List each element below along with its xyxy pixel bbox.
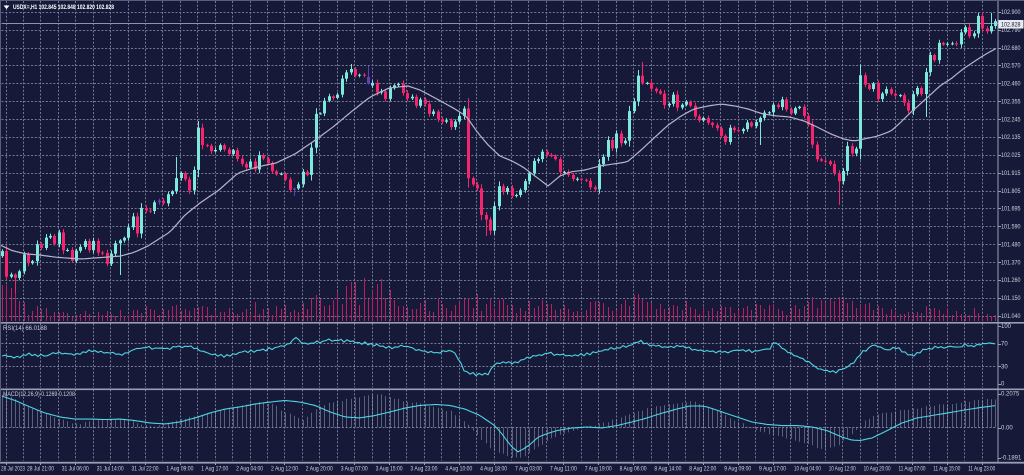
svg-text:101.695: 101.695 — [1001, 207, 1021, 213]
svg-text:10 Aug 20:00: 10 Aug 20:00 — [864, 467, 892, 473]
svg-text:31 Jul 22:00: 31 Jul 22:00 — [132, 467, 160, 473]
svg-text:4 Aug 18:00: 4 Aug 18:00 — [480, 467, 508, 473]
svg-text:4 Aug 10:00: 4 Aug 10:00 — [445, 467, 473, 473]
svg-text:3 Aug 15:00: 3 Aug 15:00 — [376, 467, 404, 473]
svg-text:102.828: 102.828 — [1001, 23, 1021, 29]
svg-text:8 Aug 22:00: 8 Aug 22:00 — [689, 467, 717, 473]
svg-text:28 Jul 2023: 28 Jul 2023 — [1, 467, 26, 473]
svg-text:102.460: 102.460 — [1001, 82, 1021, 88]
svg-text:2 Aug 04:00: 2 Aug 04:00 — [236, 467, 264, 473]
svg-text:7 Aug 19:00: 7 Aug 19:00 — [585, 467, 613, 473]
svg-text:101.370: 101.370 — [1001, 260, 1021, 266]
svg-text:7 Aug 03:00: 7 Aug 03:00 — [515, 467, 543, 473]
svg-text:3 Aug 07:00: 3 Aug 07:00 — [341, 467, 369, 473]
svg-text:31 Jul 14:00: 31 Jul 14:00 — [97, 467, 125, 473]
svg-text:31 Jul 06:00: 31 Jul 06:00 — [62, 467, 90, 473]
svg-text:102.245: 102.245 — [1001, 117, 1021, 123]
svg-text:11 Aug 07:00: 11 Aug 07:00 — [899, 467, 927, 473]
svg-text:102.135: 102.135 — [1001, 135, 1021, 141]
svg-text:1 Aug 09:00: 1 Aug 09:00 — [166, 467, 194, 473]
svg-text:USDX=,H1 102.845 102.848 102.8: USDX=,H1 102.845 102.848 102.820 102.828 — [13, 4, 114, 11]
svg-text:0.2075: 0.2075 — [1001, 392, 1020, 398]
svg-text:102.355: 102.355 — [1001, 99, 1021, 105]
svg-text:11 Aug 15:00: 11 Aug 15:00 — [933, 467, 961, 473]
svg-text:101.150: 101.150 — [1001, 296, 1021, 302]
svg-text:-0.1891: -0.1891 — [1001, 456, 1022, 462]
svg-text:102.680: 102.680 — [1001, 46, 1021, 52]
svg-text:101.915: 101.915 — [1001, 171, 1021, 177]
svg-text:28 Jul 21:00: 28 Jul 21:00 — [27, 467, 55, 473]
svg-text:100: 100 — [1001, 324, 1012, 330]
svg-text:102.570: 102.570 — [1001, 64, 1021, 70]
svg-text:11 Aug 23:00: 11 Aug 23:00 — [968, 467, 996, 473]
svg-text:7 Aug 11:00: 7 Aug 11:00 — [550, 467, 578, 473]
svg-text:RSI(14) 66.0188: RSI(14) 66.0188 — [3, 326, 48, 332]
svg-text:30: 30 — [1001, 365, 1008, 371]
svg-text:3 Aug 23:00: 3 Aug 23:00 — [410, 467, 438, 473]
svg-text:9 Aug 17:00: 9 Aug 17:00 — [759, 467, 787, 473]
svg-text:102.900: 102.900 — [1001, 10, 1021, 16]
svg-text:102.790: 102.790 — [1001, 28, 1021, 34]
svg-text:0: 0 — [1001, 382, 1005, 388]
svg-text:0.00: 0.00 — [1001, 426, 1013, 432]
svg-text:2 Aug 12:00: 2 Aug 12:00 — [271, 467, 299, 473]
svg-text:101.590: 101.590 — [1001, 225, 1021, 231]
svg-text:MACD(12,26,9) 0.1269 0.1208: MACD(12,26,9) 0.1269 0.1208 — [3, 392, 76, 398]
svg-text:1 Aug 17:00: 1 Aug 17:00 — [201, 467, 229, 473]
svg-text:101.040: 101.040 — [1001, 314, 1021, 320]
svg-text:102.025: 102.025 — [1001, 153, 1021, 159]
svg-text:2 Aug 20:00: 2 Aug 20:00 — [306, 467, 334, 473]
svg-text:101.480: 101.480 — [1001, 242, 1021, 248]
svg-text:8 Aug 06:00: 8 Aug 06:00 — [620, 467, 648, 473]
svg-text:101.805: 101.805 — [1001, 189, 1021, 195]
svg-text:10 Aug 12:00: 10 Aug 12:00 — [829, 467, 857, 473]
svg-text:101.260: 101.260 — [1001, 278, 1021, 284]
svg-text:9 Aug 09:00: 9 Aug 09:00 — [724, 467, 752, 473]
svg-text:8 Aug 14:00: 8 Aug 14:00 — [654, 467, 682, 473]
svg-text:10 Aug 04:00: 10 Aug 04:00 — [794, 467, 822, 473]
svg-text:70: 70 — [1001, 342, 1008, 348]
